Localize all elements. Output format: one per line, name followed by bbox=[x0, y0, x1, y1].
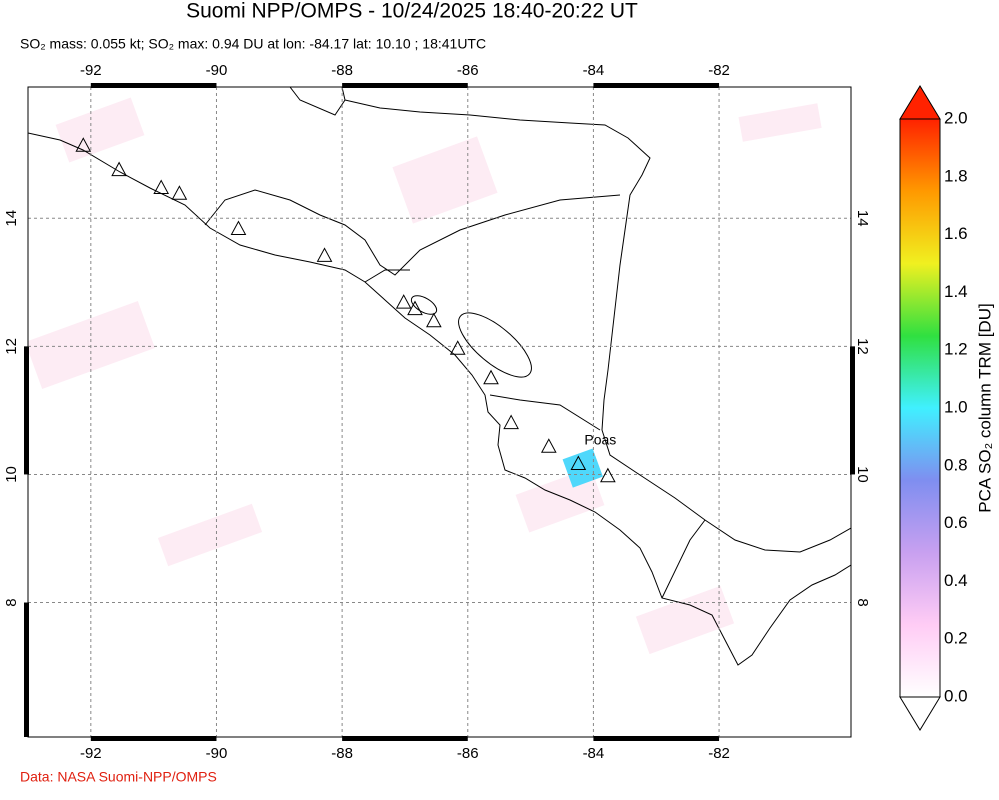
lon-tick-label: -92 bbox=[80, 745, 102, 762]
colorbar-tick-label: 1.2 bbox=[944, 340, 968, 359]
colorbar-tick-label: 1.6 bbox=[944, 224, 968, 243]
lat-tick-label: 14 bbox=[3, 210, 20, 227]
caribbean-coast bbox=[289, 87, 851, 553]
lat-tick-label: 10 bbox=[854, 466, 871, 483]
lon-tick-label: -88 bbox=[331, 745, 353, 762]
lon-tick-label: -84 bbox=[583, 62, 605, 79]
volcano bbox=[230, 220, 247, 236]
frame-bar bbox=[90, 83, 217, 88]
lat-tick-label: 14 bbox=[854, 210, 871, 227]
colorbar-tick-label: 0.6 bbox=[944, 513, 968, 532]
colorbar-tick-label: 0.2 bbox=[944, 629, 968, 648]
colorbar-tick-label: 0.0 bbox=[944, 686, 968, 705]
lon-tick-label: -92 bbox=[80, 62, 102, 79]
frame-bar bbox=[90, 736, 217, 741]
lat-tick-label: 10 bbox=[3, 466, 20, 483]
lon-tick-label: -88 bbox=[331, 62, 353, 79]
frame-bar bbox=[850, 346, 855, 475]
lon-tick-label: -86 bbox=[457, 62, 479, 79]
colorbar-under bbox=[899, 696, 941, 731]
subtitle: SO₂ mass: 0.055 kt; SO₂ max: 0.94 DU at … bbox=[20, 36, 486, 52]
lon-tick-label: -86 bbox=[457, 745, 479, 762]
so2-pixel bbox=[562, 448, 603, 488]
colorbar-tick-label: 0.4 bbox=[944, 571, 968, 590]
frame-bar bbox=[342, 83, 468, 88]
map-frame bbox=[27, 86, 852, 738]
colorbar-tick-label: 0.8 bbox=[944, 455, 968, 474]
colorbar-label: PCA SO₂ column TRM [DU] bbox=[975, 303, 994, 512]
colorbar-tick-label: 2.0 bbox=[944, 108, 968, 127]
volcano bbox=[540, 438, 557, 453]
lon-tick-label: -84 bbox=[583, 745, 605, 762]
lon-tick-label: -90 bbox=[206, 62, 228, 79]
frame-bar bbox=[593, 736, 720, 741]
volcano bbox=[316, 247, 333, 262]
title: Suomi NPP/OMPS - 10/24/2025 18:40-20:22 … bbox=[186, 0, 638, 23]
colorbar-tick-label: 1.0 bbox=[944, 397, 968, 416]
frame-bar bbox=[24, 602, 29, 737]
pacific-coast bbox=[28, 132, 851, 666]
colorbar bbox=[899, 118, 941, 698]
volcano-label: Poas bbox=[584, 431, 616, 447]
credit: Data: NASA Suomi-NPP/OMPS bbox=[20, 769, 217, 785]
colorbar-tick-label: 1.8 bbox=[944, 166, 968, 185]
volcano bbox=[600, 467, 616, 483]
frame-bar bbox=[593, 83, 720, 88]
borders bbox=[204, 189, 706, 599]
lat-tick-label: 8 bbox=[854, 598, 871, 606]
lake-nicaragua bbox=[458, 312, 532, 378]
volcano bbox=[426, 312, 442, 328]
lat-tick-label: 12 bbox=[854, 338, 871, 355]
volcano bbox=[483, 369, 499, 385]
lat-tick-label: 12 bbox=[3, 338, 20, 355]
volcano bbox=[503, 414, 519, 430]
lon-tick-label: -90 bbox=[206, 745, 228, 762]
volcano bbox=[449, 340, 466, 355]
volcano bbox=[407, 300, 423, 316]
lon-tick-label: -82 bbox=[708, 62, 730, 79]
frame-bar bbox=[24, 346, 29, 475]
colorbar-over bbox=[899, 85, 941, 120]
volcano bbox=[75, 137, 92, 152]
volcano bbox=[171, 185, 188, 200]
volcano bbox=[395, 294, 412, 309]
volcano bbox=[570, 455, 587, 471]
colorbar-tick-label: 1.4 bbox=[944, 282, 968, 301]
frame-bar bbox=[342, 736, 468, 741]
volcano bbox=[153, 179, 170, 195]
volcano bbox=[111, 161, 127, 177]
lat-tick-label: 8 bbox=[3, 598, 20, 606]
lon-tick-label: -82 bbox=[708, 745, 730, 762]
